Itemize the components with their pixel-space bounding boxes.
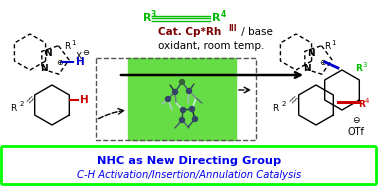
Text: 2: 2 — [20, 101, 24, 107]
Text: N: N — [303, 63, 311, 73]
Text: R: R — [143, 13, 151, 23]
Text: H: H — [80, 95, 89, 105]
Circle shape — [192, 116, 197, 121]
Text: R: R — [10, 103, 16, 113]
Text: III: III — [228, 23, 237, 33]
Circle shape — [180, 118, 184, 123]
Text: 3: 3 — [362, 62, 367, 68]
Circle shape — [189, 107, 195, 111]
Text: 3: 3 — [151, 9, 156, 18]
Circle shape — [180, 79, 184, 84]
Circle shape — [172, 89, 178, 94]
Text: X: X — [76, 52, 82, 60]
Text: //: // — [25, 95, 35, 105]
Text: N: N — [44, 49, 52, 57]
Text: R: R — [64, 41, 70, 51]
Text: R: R — [272, 103, 278, 113]
Text: ⊕: ⊕ — [319, 57, 327, 67]
Text: ⊖: ⊖ — [352, 116, 360, 124]
Text: 1: 1 — [71, 40, 76, 46]
Bar — [128, 58, 236, 140]
Text: OTf: OTf — [347, 127, 364, 137]
Text: 4: 4 — [221, 9, 226, 18]
Circle shape — [181, 108, 186, 113]
Text: R: R — [212, 13, 220, 23]
Text: N: N — [40, 63, 48, 73]
Text: ⊖: ⊖ — [82, 47, 89, 57]
Text: ⊕: ⊕ — [56, 57, 64, 67]
Text: NHC as New Directing Group: NHC as New Directing Group — [97, 156, 281, 166]
Text: H: H — [76, 57, 85, 67]
Text: 2: 2 — [282, 101, 287, 107]
Text: Cat. Cp*Rh: Cat. Cp*Rh — [158, 27, 221, 37]
Text: C-H Activation/Insertion/Annulation Catalysis: C-H Activation/Insertion/Annulation Cata… — [77, 170, 301, 180]
FancyBboxPatch shape — [2, 147, 376, 185]
Text: / base: / base — [238, 27, 273, 37]
Circle shape — [186, 89, 192, 94]
Text: oxidant, room temp.: oxidant, room temp. — [158, 41, 264, 51]
Circle shape — [166, 97, 170, 102]
Text: //: // — [288, 95, 298, 105]
Text: 4: 4 — [365, 98, 369, 104]
Text: R: R — [358, 100, 365, 108]
Text: R: R — [355, 63, 362, 73]
Text: 1: 1 — [331, 40, 336, 46]
Text: R: R — [324, 41, 330, 51]
Text: N: N — [307, 49, 315, 57]
